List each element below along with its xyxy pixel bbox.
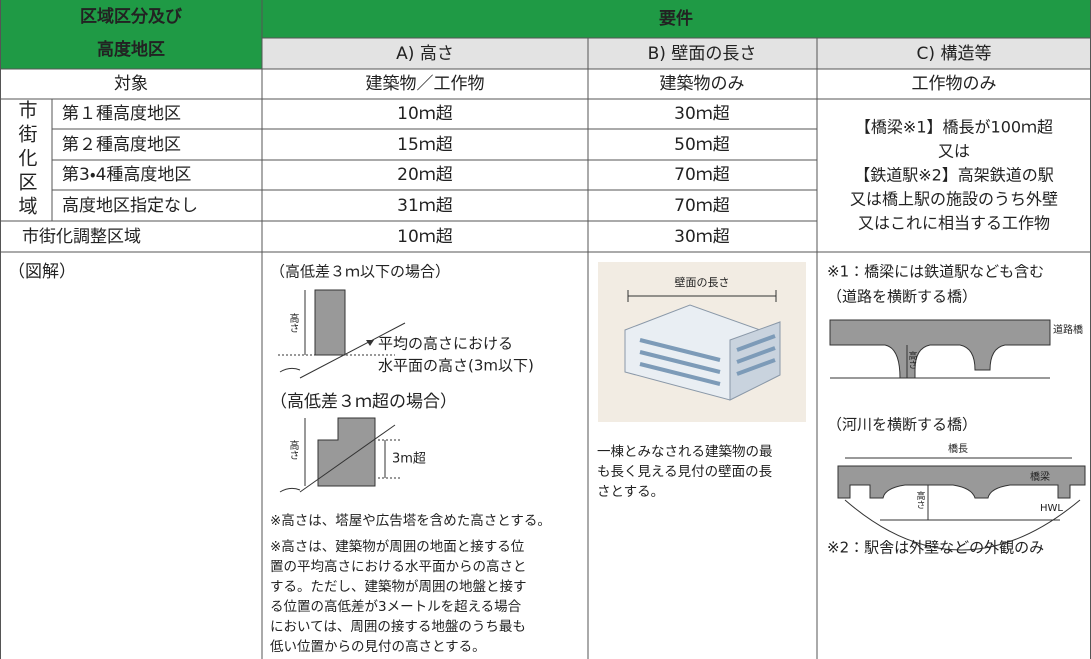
- header-zone: 区域区分及び: [80, 6, 182, 27]
- wall-value: 30ｍ超: [674, 104, 730, 124]
- height-label: 高さ: [915, 490, 926, 509]
- note: ※高さは、建築物が周囲の地面と接する位: [270, 538, 525, 555]
- target-label: 対象: [114, 74, 148, 94]
- height-value: 10ｍ超: [397, 104, 453, 124]
- note: ※2：駅舎は外壁などの外観のみ: [827, 539, 1044, 557]
- column-header-band: [262, 38, 1091, 69]
- label: 橋梁: [1030, 470, 1050, 483]
- wall-label: 壁面の長さ: [675, 276, 730, 289]
- wall-text: も長く見える見付の壁面の長: [597, 464, 773, 480]
- structure-text: 【鉄道駅※2】高架鉄道の駅: [854, 166, 1054, 185]
- note: る位置の高低差が3メートルを超える場合: [270, 598, 522, 615]
- label: HWL: [1040, 503, 1063, 514]
- height-label: 高さ: [287, 439, 299, 460]
- wall-value: 30ｍ超: [674, 227, 730, 247]
- column-header: C) 構造等: [917, 44, 992, 64]
- wall-value: 70ｍ超: [674, 165, 730, 185]
- header-band: [0, 0, 1091, 38]
- height-value: 10ｍ超: [397, 227, 453, 247]
- note: する。ただし、建築物が周囲の地盤と接す: [270, 579, 527, 595]
- target: 工作物のみ: [912, 74, 997, 94]
- note: ※高さは、塔屋や広告塔を含めた高さとする。: [270, 512, 551, 529]
- row-label: 第１種高度地区: [62, 104, 181, 124]
- height-label: 高さ: [907, 350, 918, 369]
- column-header: B) 壁面の長さ: [648, 44, 757, 64]
- note: 置の平均高さにおける水平面からの高さと: [270, 558, 527, 575]
- row-label: 第２種高度地区: [62, 135, 181, 155]
- row-label: 市街化調整区域: [22, 227, 141, 247]
- height-diagram-2: [279, 417, 400, 493]
- height-value: 31ｍ超: [397, 196, 453, 216]
- road-bridge-diagram: [829, 319, 1051, 379]
- target: 建築物／工作物: [366, 74, 485, 94]
- note: 低い位置からの見付の高さとする。: [270, 638, 486, 655]
- header-band: [0, 38, 262, 69]
- caption: （高低差３ｍ以下の場合）: [270, 263, 450, 281]
- structure-text: 又は: [938, 142, 970, 161]
- height-value: 20ｍ超: [397, 165, 453, 185]
- header-requirements: 要件: [659, 8, 693, 29]
- header-zone: 高度地区: [97, 39, 165, 60]
- structure-text: 又は橋上駅の施設のうち外壁: [850, 190, 1058, 209]
- wall-text: 一棟とみなされる建築物の最: [597, 444, 773, 460]
- annotation: 3m超: [392, 452, 426, 467]
- row-label: 第3・4種高度地区: [62, 165, 191, 185]
- caption: （河川を横断する橋）: [827, 416, 977, 434]
- annotation: 水平面の高さ(3m以下): [378, 357, 534, 375]
- building-illustration: [598, 262, 806, 422]
- height-diagram-1: [278, 289, 406, 379]
- caption: （道路を横断する橋）: [827, 288, 977, 306]
- wall-value: 50ｍ超: [674, 135, 730, 155]
- row-label: 高度地区指定なし: [62, 196, 198, 216]
- height-label: 高さ: [287, 312, 299, 333]
- caption: （高低差３ｍ超の場合）: [270, 392, 457, 412]
- wall-value: 70ｍ超: [674, 196, 730, 216]
- column-header: A) 高さ: [396, 44, 454, 64]
- label: 道路橋: [1053, 323, 1083, 336]
- height-value: 15ｍ超: [397, 135, 453, 155]
- label: 橋長: [948, 442, 968, 455]
- illustration-label: （図解）: [8, 262, 76, 282]
- urban-area: 市街化区域: [16, 100, 38, 220]
- structure-text: 又はこれに相当する工作物: [858, 214, 1050, 233]
- target: 建築物のみ: [660, 74, 745, 94]
- river-bridge-diagram: [837, 457, 1086, 551]
- annotation: 平均の高さにおける: [378, 335, 513, 353]
- note: ※1：橋梁には鉄道駅なども含む: [827, 263, 1044, 281]
- structure-text: 【橋梁※1】橋長が100ｍ超: [855, 118, 1053, 137]
- note: においては、周囲の接する地盤のうち最も: [270, 619, 526, 635]
- wall-text: さとする。: [597, 484, 664, 500]
